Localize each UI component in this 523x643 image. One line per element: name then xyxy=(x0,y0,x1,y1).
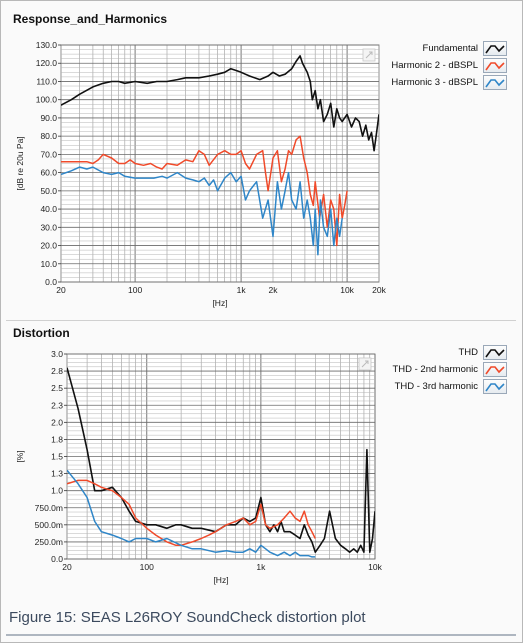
y-tick-label: 20.0 xyxy=(40,241,57,251)
y-tick-label: 1.0 xyxy=(51,486,63,496)
y-tick-label: 40.0 xyxy=(40,204,57,214)
x-tick-label: 100 xyxy=(128,285,142,295)
x-tick-label: 20k xyxy=(372,285,386,295)
y-tick-label: 130.0 xyxy=(36,40,58,50)
x-tick-label: 20 xyxy=(56,285,66,295)
y-tick-label: 2.8 xyxy=(51,366,63,376)
y-tick-label: 2.3 xyxy=(51,400,63,410)
legend-entry: Harmonic 3 - dBSPL xyxy=(391,74,507,90)
y-tick-label: 250.0m xyxy=(35,537,63,547)
graph-palette-icon[interactable] xyxy=(358,357,372,371)
x-tick-label: 2k xyxy=(269,285,279,295)
legend: Fundamental Harmonic 2 - dBSPL Harmonic 3 … xyxy=(9,40,507,100)
y-tick-label: 30.0 xyxy=(40,222,57,232)
y-tick-label: 50.0 xyxy=(40,186,57,196)
legend-entry: THD xyxy=(458,344,507,360)
y-tick-label: 80.0 xyxy=(40,131,57,141)
y-tick-label: 1.5 xyxy=(51,452,63,462)
y-tick-label: 0.0 xyxy=(45,277,57,287)
series-line-1 xyxy=(61,55,379,152)
x-axis-label: [Hz] xyxy=(212,298,227,308)
chart-title: Distortion xyxy=(13,326,70,340)
x-tick-label: 100 xyxy=(140,562,154,572)
graph-palette-icon[interactable] xyxy=(362,48,376,62)
y-tick-label: 3.0 xyxy=(51,349,63,359)
series-line-3 xyxy=(61,166,343,256)
legend-swatch[interactable] xyxy=(483,40,507,56)
y-tick-label: 120.0 xyxy=(36,58,58,68)
y-tick-label: 0.0 xyxy=(51,554,63,564)
x-tick-label: 20 xyxy=(62,562,72,572)
legend-label: THD xyxy=(458,346,478,358)
distortion-chart: 0.0 250.0m 500.0m 750.0m 1.0 1.3 1.5 1.8 2.0 2.3 2… xyxy=(15,349,383,585)
x-tick-label: 10k xyxy=(368,562,382,572)
y-tick-label: 1.8 xyxy=(51,434,63,444)
legend-swatch[interactable] xyxy=(483,344,507,360)
legend-label: Fundamental xyxy=(422,42,478,54)
x-tick-label: 1k xyxy=(237,285,247,295)
y-axis-label: [dB re 20u Pa] xyxy=(15,136,25,190)
y-tick-label: 10.0 xyxy=(40,259,57,269)
legend-label: THD - 3rd harmonic xyxy=(394,380,478,392)
series-line-2 xyxy=(67,479,316,547)
y-tick-label: 90.0 xyxy=(40,113,57,123)
series-line-3 xyxy=(67,469,316,558)
y-tick-label: 1.3 xyxy=(51,469,63,479)
caption-underline xyxy=(6,634,516,636)
y-tick-label: 500.0m xyxy=(35,520,63,530)
y-tick-label: 60.0 xyxy=(40,168,57,178)
series-line-1 xyxy=(67,367,375,553)
legend-entry: THD - 2nd harmonic xyxy=(392,361,507,377)
legend-label: Harmonic 3 - dBSPL xyxy=(391,76,478,88)
legend-entry: Harmonic 2 - dBSPL xyxy=(391,57,507,73)
x-tick-label: 10k xyxy=(340,285,354,295)
legend-entry: THD - 3rd harmonic xyxy=(395,378,507,394)
distortion-panel: Distortion 0.0 250.0m 500.0m 750.0m 1.0 1.3 1.… xyxy=(9,322,515,598)
y-axis-label: [%] xyxy=(15,450,25,462)
legend: THD THD - 2nd harmonic THD - 3rd harmonic xyxy=(9,344,507,404)
legend-entry: Fundamental xyxy=(423,40,507,56)
chart-title: Response_and_Harmonics xyxy=(13,12,168,26)
legend-swatch[interactable] xyxy=(483,361,507,377)
figure-caption: Figure 15: SEAS L26ROY SoundCheck distor… xyxy=(9,609,366,626)
legend-swatch[interactable] xyxy=(483,57,507,73)
y-tick-label: 110.0 xyxy=(36,76,57,86)
y-tick-label: 100.0 xyxy=(36,95,58,105)
y-tick-label: 2.5 xyxy=(51,383,63,393)
response-panel: Response_and_Harmonics 0.0 10.0 20.0 30.0 40… xyxy=(9,6,515,316)
legend-label: THD - 2nd harmonic xyxy=(392,363,478,375)
y-tick-label: 2.0 xyxy=(51,417,63,427)
response-chart: 0.0 10.0 20.0 30.0 40.0 50.0 60.0 70.0 80.0 90.0 1… xyxy=(15,40,387,308)
series-line-2 xyxy=(61,135,348,247)
legend-label: Harmonic 2 - dBSPL xyxy=(391,59,478,71)
divider xyxy=(6,320,516,321)
y-tick-label: 70.0 xyxy=(40,149,57,159)
x-axis-label: [Hz] xyxy=(213,575,228,585)
legend-swatch[interactable] xyxy=(483,378,507,394)
x-tick-label: 1k xyxy=(256,562,266,572)
y-tick-label: 750.0m xyxy=(35,503,63,513)
grid xyxy=(66,353,376,560)
legend-swatch[interactable] xyxy=(483,74,507,90)
